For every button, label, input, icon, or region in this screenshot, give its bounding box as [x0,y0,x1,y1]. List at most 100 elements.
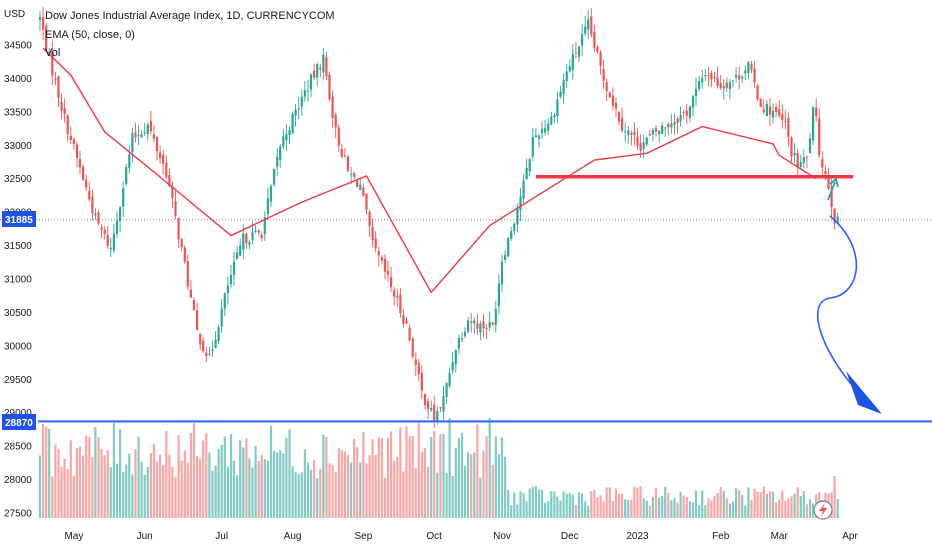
volume-bar [380,438,383,518]
candle [725,77,728,92]
candle-body [300,96,303,107]
volume-bar [251,467,254,518]
down-arrow-curve[interactable] [816,215,869,403]
candle [688,105,691,123]
candle [784,110,787,130]
candle [103,225,106,240]
candle [205,347,208,362]
candle-body [78,158,82,168]
candle-body [115,220,119,234]
candle [540,121,544,139]
volume-bar [208,452,211,518]
candle-body [186,261,189,287]
candle-body [393,290,396,297]
candle-body [276,156,279,167]
candle [66,113,69,142]
down-arrow-head[interactable] [846,371,882,414]
volume-bar [155,461,159,518]
volume-bar [273,450,276,518]
candle [306,79,310,102]
volume-bar [180,460,183,518]
candle [303,81,306,103]
volume-bar [279,450,282,518]
up-arrow-shaft[interactable] [827,181,836,201]
candle-body [485,328,488,329]
candle [728,78,731,99]
candle-body [436,411,439,422]
candle [571,44,574,80]
candle-body [707,75,710,77]
candle [482,314,485,338]
candle-body [211,349,214,352]
volume-bar [753,488,756,518]
volume-bar [476,424,479,518]
candle-body [698,81,701,89]
volume-bar [82,455,85,518]
volume-bar [276,452,279,518]
volume-bar [48,428,51,518]
candle [808,133,812,154]
candle [137,125,140,146]
volume-bar [451,476,454,518]
volume-bar [313,459,316,518]
candle-body [88,191,91,200]
candle [337,124,340,153]
candle [340,143,343,159]
candle [679,106,682,127]
candle [82,164,85,181]
volume-bar [405,426,408,518]
volume-bar [673,498,676,518]
y-tick-label: 28000 [4,475,32,486]
candle [140,130,143,138]
candle [343,147,346,158]
candle-body [784,121,787,122]
candle [374,230,377,253]
candle [257,229,260,236]
candle-body [297,108,300,110]
volume-bar [651,497,654,518]
volume-bar [463,466,467,518]
volume-bar [125,464,128,518]
candle-body [741,76,744,79]
y-tick-label: 31000 [4,275,32,286]
volume-bar [725,498,728,518]
candle [454,349,457,373]
y-tick-label: 28500 [4,442,32,453]
candle-body [208,353,211,355]
volume-bar [100,449,103,518]
candle [534,128,537,138]
volume-bar [196,456,199,518]
volume-bar [565,493,568,518]
up-arrow-head[interactable] [829,177,839,188]
candle-body [433,404,436,422]
volume-bar [236,475,239,518]
candle [146,122,149,141]
lightning-icon[interactable] [813,500,833,520]
candle [624,122,627,143]
candle [759,98,762,107]
candle [812,106,815,146]
volume-bar [54,444,57,518]
candle [171,181,174,208]
candle-body [802,157,805,164]
candle-body [448,373,451,387]
candle [621,107,624,133]
candle [165,155,168,179]
volume-bar [322,434,325,518]
volume-bar [762,486,765,518]
candle [125,164,128,187]
volume-bar [168,454,171,518]
candle-body [540,128,544,134]
candle [661,122,664,135]
volume-bar [174,477,177,518]
volume-bar [399,427,402,518]
candle-body [239,245,242,256]
volume-bar [146,466,149,518]
candle-body [525,167,528,180]
volume-bar [488,418,491,518]
candle [762,99,765,115]
candle [719,74,722,90]
candle-body [722,86,725,89]
volume-bar [171,466,174,518]
candle [223,292,226,316]
